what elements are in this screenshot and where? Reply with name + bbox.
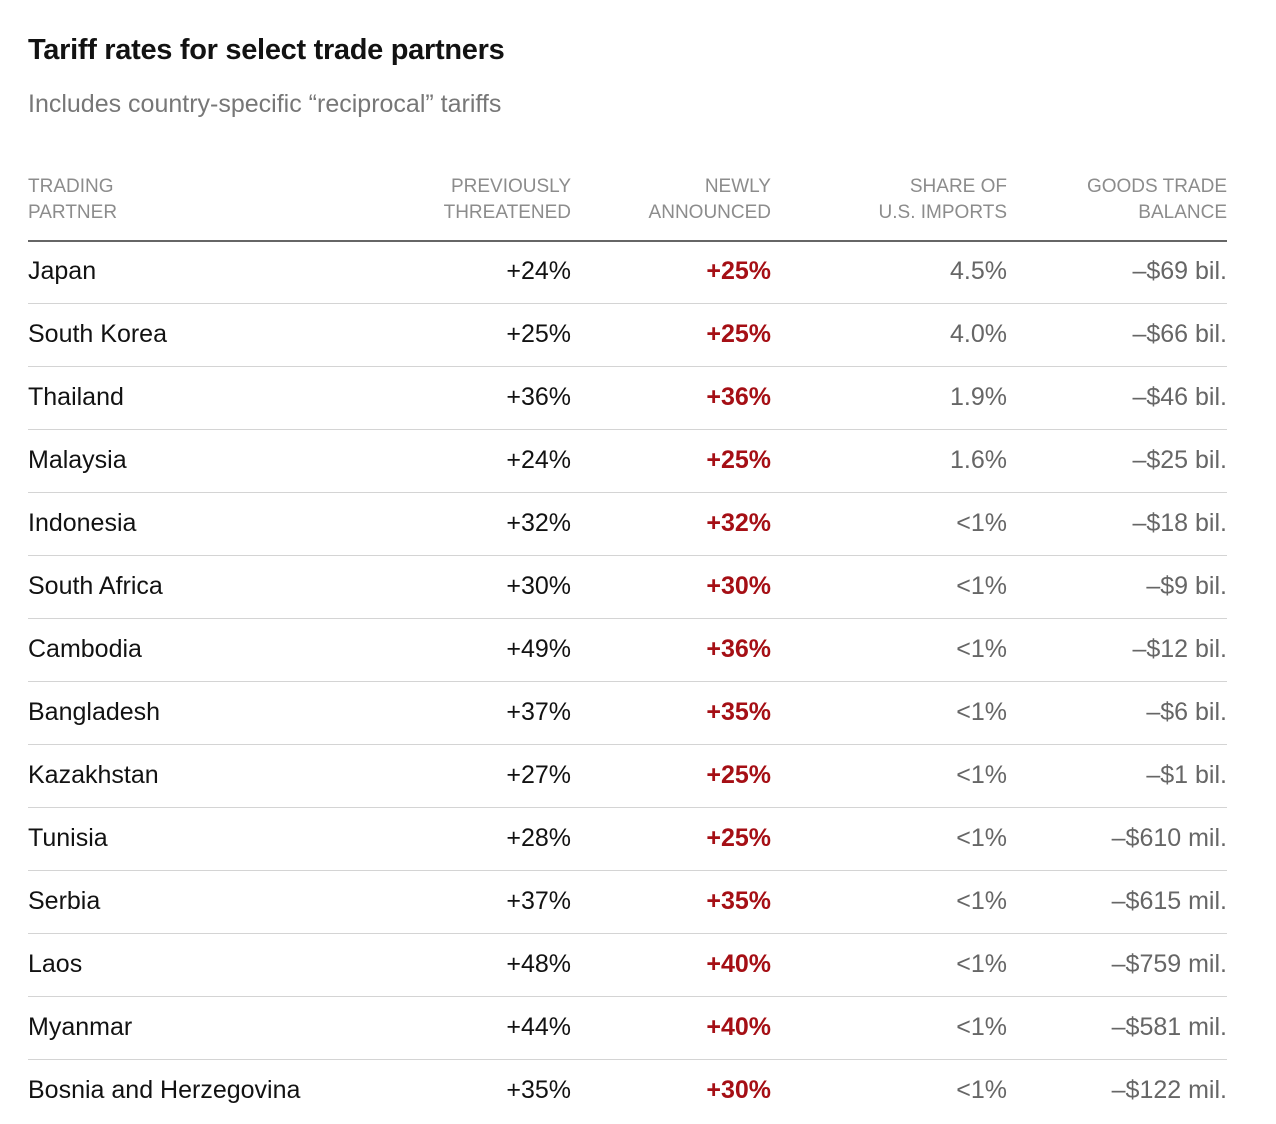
table-header: TRADING PARTNER PREVIOUSLY THREATENED NE… — [28, 174, 1227, 242]
cell-previously-threatened: +48% — [506, 950, 571, 978]
cell-newly-announced: +25% — [706, 446, 771, 474]
cell-share-of-imports: 4.0% — [950, 320, 1007, 348]
cell-previously-threatened: +35% — [506, 1076, 571, 1104]
cell-share-of-imports: 4.5% — [950, 257, 1007, 285]
cell-trading-partner: South Africa — [28, 572, 163, 600]
cell-trading-partner: Japan — [28, 257, 97, 285]
cell-newly-announced: +35% — [706, 698, 771, 726]
cell-trading-partner: Tunisia — [28, 824, 108, 852]
cell-previously-threatened: +24% — [506, 257, 571, 285]
cell-goods-trade-balance: –$46 bil. — [1132, 383, 1227, 411]
cell-goods-trade-balance: –$25 bil. — [1132, 446, 1227, 474]
cell-share-of-imports: <1% — [956, 1076, 1007, 1104]
cell-goods-trade-balance: –$69 bil. — [1132, 257, 1227, 285]
header-share-of-imports: SHARE OF U.S. IMPORTS — [878, 176, 1007, 223]
cell-share-of-imports: <1% — [956, 950, 1007, 978]
table-row: Thailand +36% +36% 1.9% –$46 bil. — [28, 367, 1227, 430]
cell-previously-threatened: +32% — [506, 509, 571, 537]
cell-trading-partner: Bangladesh — [28, 698, 161, 726]
chart-subtitle: Includes country-specific “reciprocal” t… — [28, 90, 502, 118]
cell-share-of-imports: <1% — [956, 509, 1007, 537]
table-row: Cambodia +49% +36% <1% –$12 bil. — [28, 619, 1227, 682]
cell-previously-threatened: +49% — [506, 635, 571, 663]
cell-trading-partner: Myanmar — [28, 1013, 133, 1041]
cell-previously-threatened: +37% — [506, 887, 571, 915]
cell-share-of-imports: <1% — [956, 572, 1007, 600]
table-row: South Korea +25% +25% 4.0% –$66 bil. — [28, 304, 1227, 367]
cell-previously-threatened: +27% — [506, 761, 571, 789]
header-goods-trade-balance: GOODS TRADE BALANCE — [1086, 176, 1227, 223]
cell-share-of-imports: <1% — [956, 698, 1007, 726]
cell-trading-partner: Malaysia — [28, 446, 127, 474]
cell-goods-trade-balance: –$615 mil. — [1111, 887, 1227, 915]
cell-goods-trade-balance: –$759 mil. — [1111, 950, 1227, 978]
cell-newly-announced: +25% — [706, 761, 771, 789]
table-row: Malaysia +24% +25% 1.6% –$25 bil. — [28, 430, 1227, 493]
table-row: Myanmar +44% +40% <1% –$581 mil. — [28, 997, 1227, 1060]
cell-previously-threatened: +24% — [506, 446, 571, 474]
table-row: Serbia +37% +35% <1% –$615 mil. — [28, 871, 1227, 934]
cell-newly-announced: +25% — [706, 320, 771, 348]
cell-trading-partner: Kazakhstan — [28, 761, 159, 789]
table-row: Indonesia +32% +32% <1% –$18 bil. — [28, 493, 1227, 556]
table-row: Japan +24% +25% 4.5% –$69 bil. — [28, 241, 1227, 304]
cell-share-of-imports: <1% — [956, 824, 1007, 852]
table-row: Bangladesh +37% +35% <1% –$6 bil. — [28, 682, 1227, 745]
chart-title: Tariff rates for select trade partners — [28, 34, 505, 66]
cell-goods-trade-balance: –$581 mil. — [1111, 1013, 1227, 1041]
header-newly-announced: NEWLY ANNOUNCED — [648, 176, 771, 223]
cell-trading-partner: Laos — [28, 950, 83, 978]
table-row: Tunisia +28% +25% <1% –$610 mil. — [28, 808, 1227, 871]
cell-share-of-imports: <1% — [956, 635, 1007, 663]
cell-previously-threatened: +28% — [506, 824, 571, 852]
cell-trading-partner: Bosnia and Herzegovina — [28, 1076, 301, 1104]
cell-goods-trade-balance: –$6 bil. — [1146, 698, 1227, 726]
cell-trading-partner: South Korea — [28, 320, 167, 348]
cell-share-of-imports: <1% — [956, 1013, 1007, 1041]
cell-previously-threatened: +25% — [506, 320, 571, 348]
cell-newly-announced: +35% — [706, 887, 771, 915]
cell-trading-partner: Thailand — [28, 383, 124, 411]
cell-trading-partner: Indonesia — [28, 509, 137, 537]
table-row: Laos +48% +40% <1% –$759 mil. — [28, 934, 1227, 997]
cell-previously-threatened: +36% — [506, 383, 571, 411]
cell-goods-trade-balance: –$9 bil. — [1146, 572, 1227, 600]
header-trading-partner: TRADING PARTNER — [28, 176, 118, 223]
cell-newly-announced: +40% — [706, 950, 771, 978]
cell-goods-trade-balance: –$610 mil. — [1111, 824, 1227, 852]
cell-trading-partner: Serbia — [28, 887, 101, 915]
cell-goods-trade-balance: –$1 bil. — [1146, 761, 1227, 789]
header-previously-threatened: PREVIOUSLY THREATENED — [443, 176, 571, 223]
cell-newly-announced: +30% — [706, 572, 771, 600]
table-row: Kazakhstan +27% +25% <1% –$1 bil. — [28, 745, 1227, 808]
cell-newly-announced: +25% — [706, 824, 771, 852]
cell-goods-trade-balance: –$122 mil. — [1111, 1076, 1227, 1104]
table-row: Bosnia and Herzegovina +35% +30% <1% –$122 m… — [28, 1060, 1227, 1122]
cell-newly-announced: +32% — [706, 509, 771, 537]
cell-share-of-imports: 1.9% — [950, 383, 1007, 411]
table-row: South Africa +30% +30% <1% –$9 bil. — [28, 556, 1227, 619]
cell-previously-threatened: +44% — [506, 1013, 571, 1041]
cell-share-of-imports: 1.6% — [950, 446, 1007, 474]
cell-previously-threatened: +37% — [506, 698, 571, 726]
cell-goods-trade-balance: –$12 bil. — [1132, 635, 1227, 663]
cell-newly-announced: +30% — [706, 1076, 771, 1104]
cell-newly-announced: +36% — [706, 635, 771, 663]
cell-goods-trade-balance: –$18 bil. — [1132, 509, 1227, 537]
cell-share-of-imports: <1% — [956, 887, 1007, 915]
cell-share-of-imports: <1% — [956, 761, 1007, 789]
cell-trading-partner: Cambodia — [28, 635, 142, 663]
table-body: Japan +24% +25% 4.5% –$69 bil. South Korea +25… — [28, 241, 1227, 1122]
cell-goods-trade-balance: –$66 bil. — [1132, 320, 1227, 348]
cell-newly-announced: +25% — [706, 257, 771, 285]
cell-newly-announced: +40% — [706, 1013, 771, 1041]
cell-previously-threatened: +30% — [506, 572, 571, 600]
cell-newly-announced: +36% — [706, 383, 771, 411]
